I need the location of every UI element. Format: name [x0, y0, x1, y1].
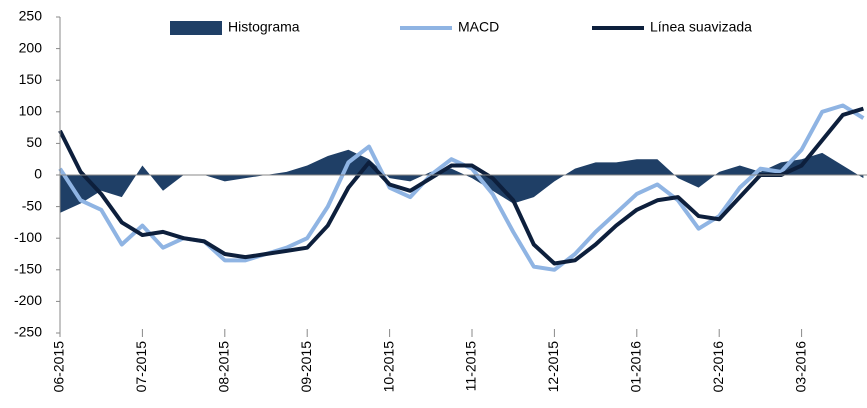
x-tick-label: 09-2015 [298, 341, 314, 393]
y-tick-label: -50 [22, 197, 42, 213]
x-tick-label: 03-2016 [792, 341, 808, 393]
x-tick-label: 11-2015 [463, 341, 479, 392]
x-tick-label: 01-2016 [628, 341, 644, 393]
y-tick-label: 250 [19, 8, 43, 24]
x-tick-label: 07-2015 [133, 341, 149, 393]
y-tick-label: 200 [19, 39, 43, 55]
histogram-area [60, 149, 864, 213]
y-tick-label: -200 [14, 292, 42, 308]
x-tick-label: 02-2016 [710, 341, 726, 393]
y-tick-label: 150 [19, 71, 43, 87]
legend-label: MACD [458, 19, 499, 35]
legend-label: Línea suavizada [650, 19, 752, 35]
x-tick-label: 12-2015 [545, 341, 561, 393]
y-tick-label: 100 [19, 103, 43, 119]
y-tick-label: -150 [14, 261, 42, 277]
x-tick-label: 06-2015 [51, 341, 67, 393]
x-tick-label: 08-2015 [216, 341, 232, 393]
series-line [58, 106, 864, 266]
y-tick-label: 50 [26, 134, 42, 150]
y-tick-label: -100 [14, 229, 42, 245]
x-tick-label: 10-2015 [380, 341, 396, 393]
legend-swatch [170, 21, 222, 35]
series-line [58, 103, 865, 272]
y-tick-label: -250 [14, 324, 42, 340]
y-tick-label: 0 [34, 166, 42, 182]
legend-label: Histograma [228, 19, 300, 35]
